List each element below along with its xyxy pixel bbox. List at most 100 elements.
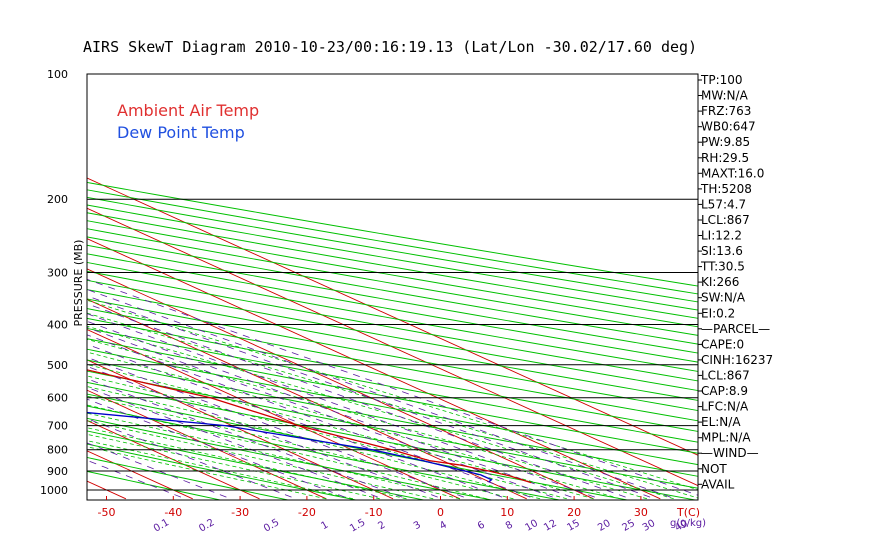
mixing-ratio-line (87, 398, 345, 498)
temperature-unit-label: T(C) (676, 506, 700, 519)
bottom-temperature-label: -20 (298, 506, 316, 519)
mixing-ratio-unit-label: g(g/kg) (670, 518, 706, 529)
moist-adiabat-line (87, 312, 698, 499)
index-label: MW:N/A (701, 89, 749, 103)
index-label: CAPE:0 (701, 337, 744, 351)
mixing-ratio-label: 1.5 (348, 517, 367, 534)
dry-adiabat-line (87, 204, 698, 311)
index-label: AVAIL (701, 477, 735, 491)
index-label: L57:4.7 (701, 197, 746, 211)
dry-adiabat-line (87, 220, 698, 328)
bottom-temperature-label: 10 (500, 506, 514, 519)
legend-ambient-air-temp: Ambient Air Temp (117, 101, 259, 120)
isotherm-line (87, 420, 260, 500)
pressure-tick-label: 800 (47, 444, 68, 457)
mixing-ratio-line (87, 278, 698, 496)
pressure-tick-label: 100 (47, 68, 68, 81)
index-label: LCL:867 (701, 213, 750, 227)
dry-adiabat-line (87, 228, 698, 336)
mixing-ratio-label: 1 (319, 519, 330, 532)
mixing-ratio-line (87, 365, 438, 498)
dry-adiabat-lines (87, 181, 698, 500)
dry-adiabat-line (87, 261, 698, 372)
mixing-ratio-label: 12 (542, 518, 559, 534)
index-label: MPL:N/A (701, 431, 751, 445)
pressure-tick-label: 700 (47, 420, 68, 433)
mixing-ratio-label: 4 (438, 519, 449, 532)
mixing-ratio-label: 2 (376, 519, 387, 532)
mixing-ratio-line (87, 343, 503, 498)
mixing-ratio-label: 6 (476, 519, 487, 532)
moist-adiabat-line (87, 386, 541, 500)
chart-title: AIRS SkewT Diagram 2010-10-23/00:16:19.1… (83, 38, 697, 56)
plot-frame (86, 73, 699, 501)
bottom-temperature-label: -40 (164, 506, 182, 519)
mixing-ratio-line (87, 378, 403, 498)
mixing-ratio-line (87, 418, 292, 498)
index-label: LCL:867 (701, 368, 750, 382)
index-label: TT:30.5 (700, 260, 745, 274)
index-label: WB0:647 (701, 120, 756, 134)
mixing-ratio-label: 0.1 (152, 517, 171, 534)
mixing-ratio-label: 0.2 (197, 517, 216, 534)
bottom-temperature-label: 20 (567, 506, 581, 519)
mixing-ratio-label: 3 (412, 519, 423, 532)
isotherm-line (87, 359, 394, 500)
dry-adiabat-line (87, 189, 698, 295)
bottom-temperature-label: -50 (98, 506, 116, 519)
isotherm-line (87, 207, 698, 487)
mixing-ratio-label: 25 (620, 518, 637, 534)
mixing-ratio-label: 30 (641, 518, 658, 534)
index-label: KI:266 (701, 275, 739, 289)
pressure-tick-label: 300 (47, 267, 68, 280)
index-label: SI:13.6 (701, 244, 743, 258)
pressure-tick-label: 200 (47, 193, 68, 206)
dry-adiabat-line (87, 338, 698, 454)
dry-adiabat-line (87, 327, 698, 443)
pressure-tick-label: 900 (47, 465, 68, 478)
index-label: LFC:N/A (701, 400, 749, 414)
dry-adiabat-line (87, 212, 698, 319)
mixing-ratio-label: 0.5 (262, 517, 281, 534)
dry-adiabat-line (87, 405, 562, 500)
sounding-series (87, 369, 532, 484)
pressure-tick-label: 1000 (40, 484, 68, 497)
dry-adiabat-line (87, 270, 698, 382)
index-label: MAXT:16.0 (701, 166, 764, 180)
mixing-ratio-line (87, 459, 182, 498)
mixing-ratio-line (87, 442, 227, 498)
index-label: SW:N/A (701, 291, 746, 305)
moist-adiabat-line (87, 338, 648, 500)
isobar-lines (87, 74, 698, 491)
dry-adiabat-line (87, 348, 698, 466)
index-label: NOT (701, 462, 727, 476)
mixing-ratio-line (87, 289, 671, 498)
index-label: —PARCEL— (701, 322, 770, 336)
diagram-grid (87, 74, 698, 500)
pressure-tick-label: 500 (47, 359, 68, 372)
moist-adiabat-line (87, 351, 621, 500)
isotherm-line (87, 238, 661, 500)
isotherm-line (87, 389, 327, 500)
index-label: LI:12.2 (701, 229, 742, 243)
dry-adiabat-line (87, 196, 698, 303)
index-label: CINH:16237 (701, 353, 773, 367)
mixing-ratio-line (87, 334, 531, 498)
dry-adiabat-line (87, 417, 494, 500)
index-label: RH:29.5 (701, 151, 749, 165)
mixing-ratio-line (87, 386, 378, 498)
index-label: EL:N/A (701, 415, 741, 429)
dry-adiabat-line (87, 381, 698, 500)
pressure-tick-label: 400 (47, 319, 68, 332)
bottom-temperature-label: 30 (634, 506, 648, 519)
legend-dew-point-temp: Dew Point Temp (117, 123, 245, 142)
mixing-ratio-label: 15 (565, 518, 582, 534)
axis-labels: 1002003004005006007008009001000-120-110-… (40, 68, 690, 535)
axis-ticks (106, 496, 642, 500)
dry-adiabat-line (87, 370, 698, 489)
dry-adiabat-line (87, 236, 698, 345)
pressure-tick-label: 600 (47, 392, 68, 405)
index-label: PW:9.85 (701, 135, 750, 149)
bottom-temperature-label: -10 (365, 506, 383, 519)
